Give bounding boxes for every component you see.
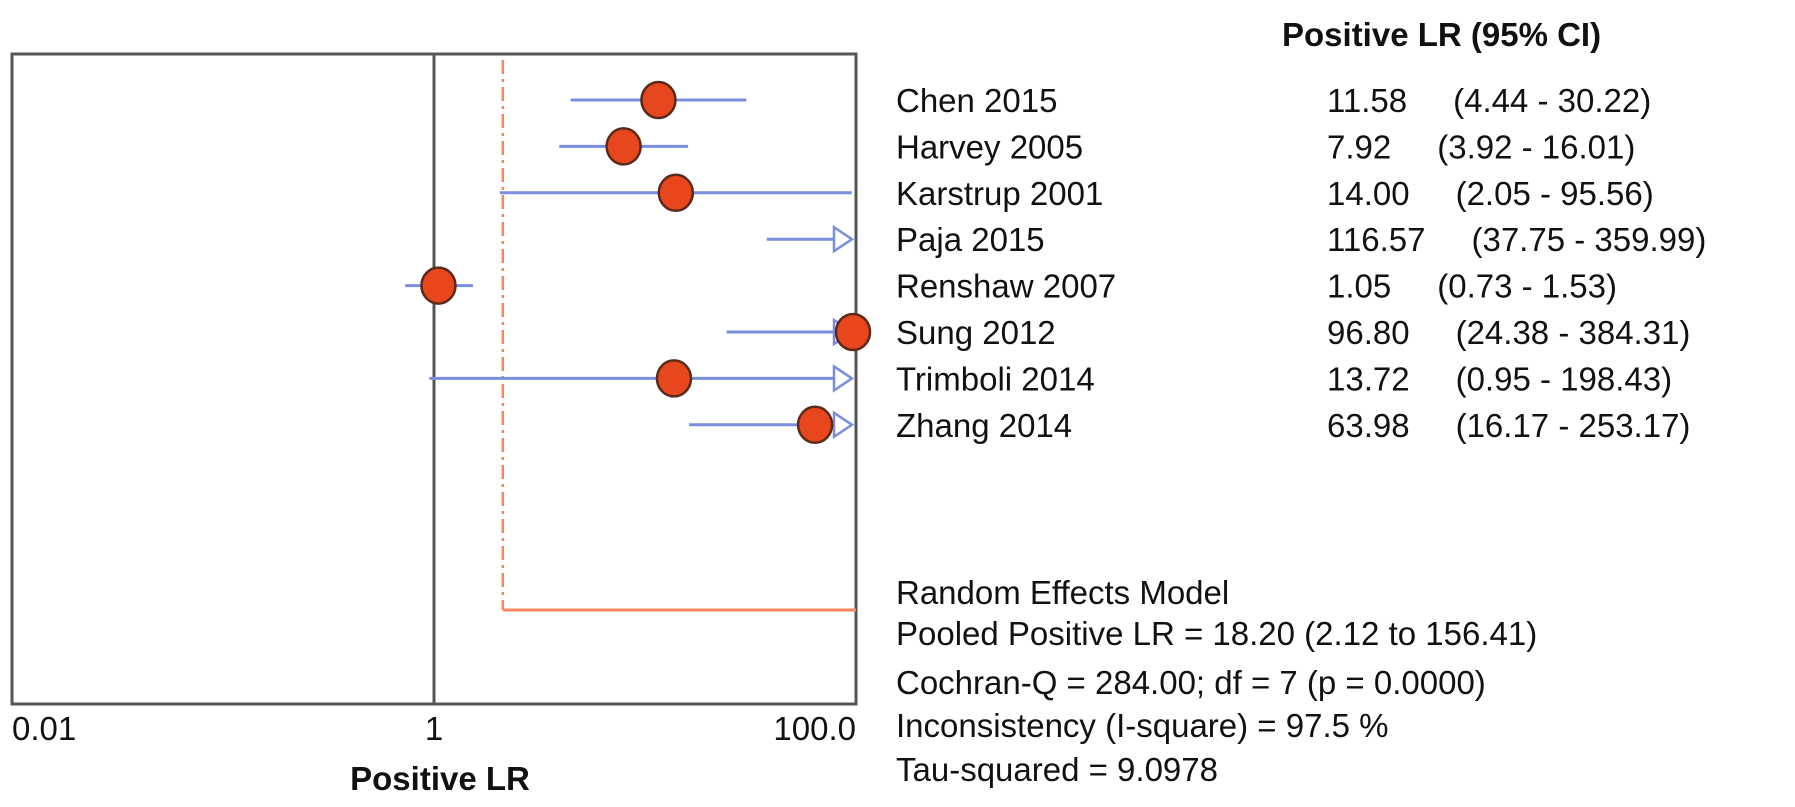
ci-arrow [832,364,855,393]
study-value: 116.57 [1327,221,1425,258]
point-estimate [657,173,695,213]
study-value: 63.98 [1327,407,1410,444]
study-ci: (37.75 - 359.99) [1471,221,1706,258]
study-ci: (0.73 - 1.53) [1437,268,1617,305]
study-name: Trimboli 2014 [896,360,1095,397]
summary-line: Pooled Positive LR = 18.20 (2.12 to 156.… [896,615,1537,652]
study-value: 1.05 [1327,268,1391,305]
plot-area [10,52,872,706]
study-name: Sung 2012 [896,314,1056,351]
study-ci: (4.44 - 30.22) [1453,82,1651,119]
study-name: Renshaw 2007 [896,268,1116,305]
summary-line: Random Effects Model [896,574,1229,611]
summary-line: Tau-squared = 9.0978 [896,751,1218,788]
point-estimate [834,312,872,352]
x-axis-ticks: 0.01 1 100.0 [12,710,856,747]
study-table: Chen 2015 11.58 (4.44 - 30.22) Harvey 2005 7… [896,82,1706,444]
ci-arrow [832,224,855,254]
study-value: 7.92 [1327,128,1391,165]
x-tick-label: 0.01 [12,710,76,747]
study-ci: (0.95 - 198.43) [1456,360,1672,397]
summary-line: Inconsistency (I-square) = 97.5 % [896,707,1389,744]
study-value: 13.72 [1327,360,1410,397]
ci-arrow [832,410,855,440]
study-name: Harvey 2005 [896,128,1083,165]
study-name: Chen 2015 [896,82,1057,119]
study-ci: (24.38 - 384.31) [1456,314,1691,351]
point-estimate [605,127,642,166]
study-name: Paja 2015 [896,221,1045,258]
study-value: 14.00 [1327,175,1410,212]
point-estimate [420,266,457,305]
study-ci: (3.92 - 16.01) [1437,128,1635,165]
summary-stats: Random Effects Model Pooled Positive LR =… [896,574,1537,788]
study-name: Zhang 2014 [896,407,1072,444]
point-estimate [640,80,677,120]
x-axis-label: Positive LR [350,760,530,797]
study-ci: (16.17 - 253.17) [1456,407,1691,444]
point-estimate [796,405,834,445]
table-header: Positive LR (95% CI) [1282,16,1601,53]
study-name: Karstrup 2001 [896,175,1103,212]
x-tick-label: 100.0 [773,710,856,747]
x-tick-label: 1 [425,710,443,747]
study-value: 96.80 [1327,314,1410,351]
summary-line: Cochran-Q = 284.00; df = 7 (p = 0.0000) [896,664,1486,701]
point-estimate [655,359,693,398]
study-ci: (2.05 - 95.56) [1456,175,1654,212]
study-value: 11.58 [1327,82,1407,119]
